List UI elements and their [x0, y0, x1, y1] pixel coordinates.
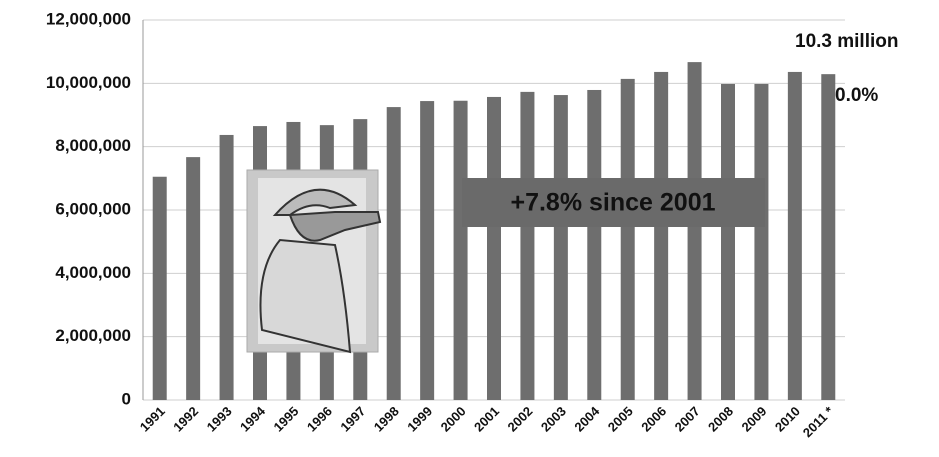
annotation: 10.3 million	[795, 31, 898, 52]
bar	[721, 83, 735, 400]
x-tick-label: 2007	[672, 404, 703, 435]
bar	[687, 62, 702, 400]
bar	[754, 83, 769, 400]
x-tick-label: 2008	[705, 404, 736, 435]
annotation-box	[462, 178, 765, 227]
x-tick-label: 2001	[471, 404, 502, 435]
x-tick-label: 1998	[371, 404, 402, 435]
x-tick-label: 1991	[137, 404, 168, 435]
bar	[386, 107, 401, 400]
bar	[654, 71, 669, 400]
clipart	[246, 169, 382, 354]
x-tick-label: 1994	[237, 403, 269, 435]
bar	[152, 176, 167, 400]
y-tick-label: 6,000,000	[55, 199, 131, 218]
x-tick-label: 1999	[404, 404, 435, 435]
clipart-body	[259, 238, 352, 354]
x-tick-label: 2006	[638, 404, 669, 435]
x-tick-label: 2002	[504, 404, 535, 435]
y-tick-label: 10,000,000	[46, 73, 131, 92]
bar	[553, 95, 568, 401]
bar	[520, 91, 535, 400]
y-tick-label: 2,000,000	[55, 326, 131, 345]
y-tick-label: 12,000,000	[46, 9, 131, 28]
x-tick-label: 1992	[170, 404, 201, 435]
bar	[787, 71, 802, 400]
bar	[620, 78, 635, 401]
x-tick-label: 2010	[772, 404, 803, 435]
x-tick-label: 1996	[304, 404, 335, 435]
x-tick-label: 2009	[738, 404, 769, 435]
x-tick-label: 2003	[538, 404, 569, 435]
x-tick-label: 1997	[337, 404, 368, 435]
x-tick-label: 2004	[571, 403, 603, 435]
y-tick-label: 0	[122, 389, 131, 408]
annotation: +7.8% since 2001	[510, 189, 715, 217]
x-tick-label: 1993	[204, 404, 235, 435]
y-tick-label: 8,000,000	[55, 136, 131, 155]
bar	[219, 134, 234, 400]
clipart-hat	[272, 188, 358, 216]
bar	[821, 74, 836, 401]
x-tick-label: 1995	[270, 404, 301, 435]
x-tick-label: 2011 *	[800, 403, 837, 440]
y-tick-label: 4,000,000	[55, 263, 131, 282]
bar	[487, 96, 501, 400]
x-tick-label: 2000	[438, 404, 469, 435]
annotation: 0.0%	[835, 85, 878, 106]
bar	[420, 101, 435, 401]
clipart-face	[288, 211, 382, 242]
x-tick-label: 2005	[605, 404, 636, 435]
bar	[587, 89, 602, 400]
bar	[453, 100, 468, 400]
bar	[186, 157, 201, 400]
